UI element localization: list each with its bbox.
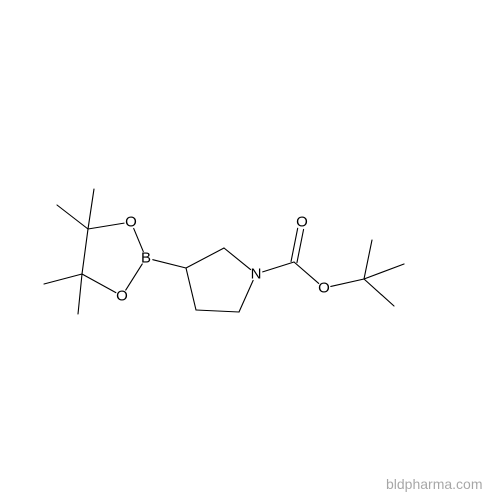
atom-label-O2: O xyxy=(116,288,128,305)
atom-label-B: B xyxy=(141,250,151,267)
atom-label-Od: O xyxy=(296,214,308,231)
atom-label-Os: O xyxy=(318,280,330,297)
structure-canvas: BOONOO bldpharma.com xyxy=(0,0,500,500)
atom-label-N: N xyxy=(251,266,262,283)
bond-layer xyxy=(0,0,500,500)
atom-label-O1: O xyxy=(125,214,137,231)
